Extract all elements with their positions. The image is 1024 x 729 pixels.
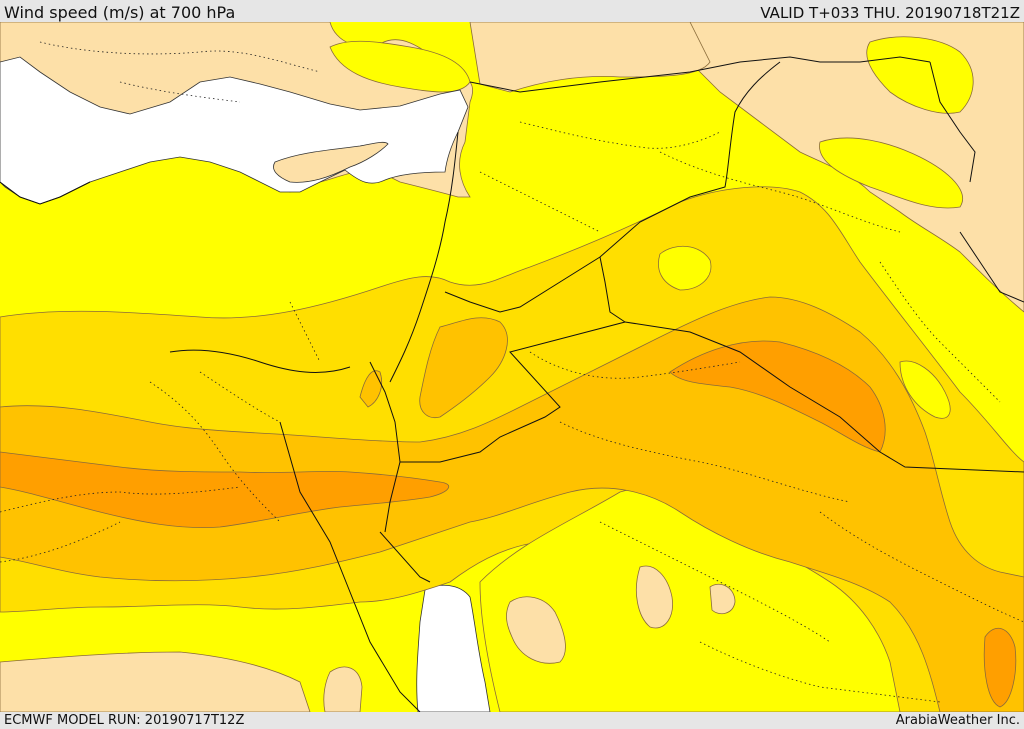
field-island-a: [658, 246, 712, 291]
coastlines: [0, 131, 459, 383]
map-header: Wind speed (m/s) at 700 hPa VALID T+033 …: [0, 0, 1024, 22]
wind-band-4-east: [669, 340, 886, 453]
field-pocket-2: [866, 36, 974, 114]
field-island-b: [899, 360, 951, 419]
red-sea: [416, 584, 491, 712]
wind-band-3-sinai: [359, 370, 383, 408]
model-run: ECMWF MODEL RUN: 20190717T12Z: [4, 713, 245, 728]
field-pocket-3: [819, 137, 963, 209]
province-boundaries: [0, 41, 1024, 703]
wind-band-3-jordan: [419, 317, 508, 419]
wind-speed-map: [0, 22, 1024, 712]
wind-band-3: [0, 296, 1024, 712]
low-wind-blob-3: [709, 583, 736, 615]
low-wind-blob-5: [323, 666, 363, 712]
low-wind-blob-2: [635, 565, 673, 629]
map-footer: ECMWF MODEL RUN: 20190717T12Z ArabiaWeat…: [0, 712, 1024, 729]
country-borders: [279, 56, 1024, 712]
mediterranean-sea: [0, 56, 469, 205]
wind-band-4-south: [983, 627, 1017, 708]
wind-band-4: [0, 451, 450, 529]
cyprus-island: [273, 141, 389, 183]
credit: ArabiaWeather Inc.: [895, 713, 1020, 728]
low-wind-blob-4: [0, 651, 311, 712]
valid-time: VALID T+033 THU. 20190718T21Z: [760, 4, 1020, 22]
low-wind-blob-1: [506, 596, 566, 664]
map-title: Wind speed (m/s) at 700 hPa: [4, 3, 236, 22]
low-wind-north-2: [469, 22, 711, 93]
